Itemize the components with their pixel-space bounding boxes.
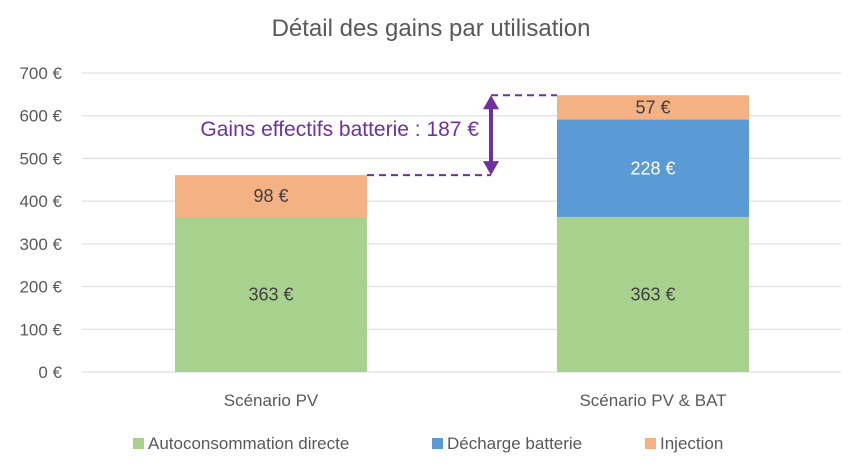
bar-segment (557, 95, 749, 120)
bars (175, 95, 749, 372)
annotation-text: Gains effectifs batterie : 187 € (200, 118, 479, 141)
x-axis-category-labels: Scénario PV Scénario PV & BAT (224, 391, 727, 410)
bar-segment (175, 175, 367, 217)
legend: Autoconsommation directe Décharge batteri… (133, 434, 723, 453)
y-tick-label: 600 € (19, 107, 62, 126)
data-label: 98 € (253, 186, 288, 206)
bar-segment (175, 216, 367, 372)
data-label: 57 € (635, 97, 670, 117)
y-axis-tick-labels: 0 € 100 € 200 € 300 € 400 € 500 € 600 € 700 € (19, 64, 62, 382)
arrow-head-down (483, 161, 499, 176)
y-tick-label: 0 € (38, 363, 62, 382)
bar-segment (557, 119, 749, 217)
category-label: Scénario PV & BAT (579, 391, 726, 410)
legend-label: Décharge batterie (447, 434, 582, 453)
legend-label: Injection (660, 434, 723, 453)
legend-swatch (645, 438, 656, 449)
y-tick-label: 300 € (19, 235, 62, 254)
category-label: Scénario PV (224, 391, 319, 410)
legend-swatch (432, 438, 443, 449)
bar-segment (557, 216, 749, 372)
y-tick-label: 500 € (19, 149, 62, 168)
chart-title: Détail des gains par utilisation (272, 15, 591, 42)
y-tick-label: 100 € (19, 320, 62, 339)
data-labels: 363 € 98 € 363 € 228 € 57 € (248, 97, 675, 304)
battery-gain-annotation: Gains effectifs batterie : 187 € (200, 94, 557, 177)
arrow-head-up (483, 95, 499, 110)
y-tick-label: 700 € (19, 64, 62, 83)
legend-label: Autoconsommation directe (148, 434, 349, 453)
legend-swatch (133, 438, 144, 449)
y-tick-label: 400 € (19, 192, 62, 211)
y-tick-label: 200 € (19, 278, 62, 297)
data-label: 363 € (248, 284, 293, 304)
data-label: 363 € (630, 284, 675, 304)
data-label: 228 € (630, 158, 675, 178)
